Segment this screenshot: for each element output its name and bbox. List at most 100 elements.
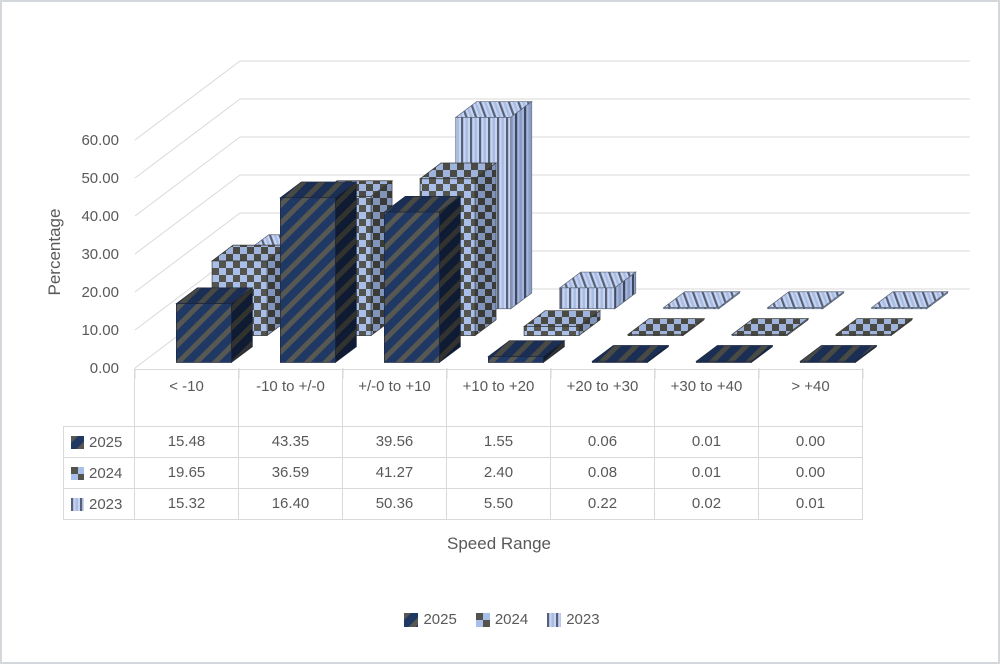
bar-front-face (871, 307, 928, 310)
table-corner-cell (63, 369, 135, 427)
table-value-cell: 5.50 (447, 489, 551, 520)
bar-front-face (176, 303, 232, 363)
table-value-cell: 0.00 (759, 458, 863, 489)
category-label: < -10 (169, 378, 204, 395)
bar-front-face (695, 360, 752, 363)
legend-label: 2025 (423, 611, 457, 628)
y-axis-title: Percentage (45, 208, 64, 296)
table-value-cell: 0.08 (551, 458, 655, 489)
table-value-cell: 2.40 (447, 458, 551, 489)
bars-3d (175, 100, 949, 364)
bar-2025-cat5 (695, 344, 774, 364)
category-label: -10 to +/-0 (256, 378, 325, 395)
table-value-cell: 0.00 (759, 427, 863, 458)
bar-top-face (695, 345, 774, 362)
bar-2023-cat5 (766, 291, 845, 310)
bar-top-face (731, 318, 810, 335)
y-tick-label: 50.00 (81, 170, 119, 187)
y-tick-label: 0.00 (90, 360, 119, 377)
bar-top-face (591, 345, 670, 362)
table-value-cell: 16.40 (239, 489, 343, 520)
series-name-label: 2025 (89, 433, 123, 451)
bar-top-face (627, 318, 706, 335)
bar-front-face (488, 356, 544, 363)
table-row-header-2023: 2023 (63, 489, 135, 520)
series-pattern-swatch (71, 497, 84, 511)
bar-2024-cat6 (835, 317, 914, 337)
legend-item-2024: 2024 (475, 611, 529, 628)
bar-front-face (280, 197, 336, 363)
y-tick-label: 60.00 (81, 132, 119, 149)
category-label: +10 to +20 (462, 378, 535, 395)
table-row-header-2024: 2024 (63, 458, 135, 489)
bar-2025-cat0 (175, 287, 254, 364)
table-value-cell: 39.56 (343, 427, 447, 458)
table-header-cell: +30 to +40 (655, 369, 759, 427)
bar-top-face (766, 291, 845, 308)
table-value-cell: 1.55 (447, 427, 551, 458)
bar-2025-cat3 (487, 340, 566, 364)
bar-front-face (384, 211, 440, 363)
bar-front-face (835, 334, 892, 336)
bar-front-face (559, 287, 616, 310)
series-name-label: 2023 (89, 495, 123, 513)
bar-2024-cat3 (523, 309, 602, 337)
bar-front-face (591, 360, 648, 363)
table-header-cell: +20 to +30 (551, 369, 655, 427)
bar-side-face (510, 100, 533, 310)
table-value-cell: 19.65 (135, 458, 239, 489)
x-axis-title: Speed Range (447, 534, 551, 553)
legend-label: 2024 (494, 611, 529, 628)
table-header-cell: -10 to +/-0 (239, 369, 343, 427)
y-tick-label: 10.00 (81, 322, 119, 339)
gridline-wall (134, 212, 241, 293)
category-label: > +40 (791, 378, 830, 395)
y-axis-tick-labels: 0.00 10.00 20.00 30.00 40.00 50.00 60.00 (81, 132, 119, 377)
series-name-label: 2024 (89, 464, 123, 482)
bar-2025-cat6 (799, 344, 878, 364)
bar-side-face (474, 162, 497, 337)
gridline-wall (134, 174, 241, 255)
series-pattern-swatch (547, 612, 562, 627)
series-pattern-swatch (475, 612, 490, 627)
y-tick-label: 20.00 (81, 284, 119, 301)
table-value-cell: 0.01 (655, 427, 759, 458)
table-value-cell: 0.01 (655, 458, 759, 489)
table-value-cell: 43.35 (239, 427, 343, 458)
table-value-cell: 15.48 (135, 427, 239, 458)
table-value-cell: 0.02 (655, 489, 759, 520)
legend-item-2025: 2025 (404, 611, 457, 628)
bar-2025-cat2 (383, 195, 462, 364)
bar-2024-cat5 (731, 317, 810, 337)
bar-front-face (627, 334, 684, 336)
bar-2023-cat4 (662, 291, 741, 310)
table-value-cell: 36.59 (239, 458, 343, 489)
y-tick-label: 30.00 (81, 246, 119, 263)
gridline-wall (134, 136, 241, 217)
table-value-cell: 50.36 (343, 489, 447, 520)
category-label: +20 to +30 (566, 378, 639, 395)
bar-top-face (835, 318, 914, 335)
bar-2025-cat1 (279, 181, 358, 364)
bar-side-face (335, 181, 357, 364)
table-row-header-2025: 2025 (63, 427, 135, 458)
table-value-cell: 15.32 (135, 489, 239, 520)
legend-item-2023: 2023 (547, 611, 600, 628)
table-header-cell: +10 to +20 (447, 369, 551, 427)
bar-2023-cat3 (558, 271, 637, 310)
bar-side-face (439, 195, 461, 364)
table-value-cell: 41.27 (343, 458, 447, 489)
bar-top-face (870, 291, 949, 308)
table-value-cell: 0.01 (759, 489, 863, 520)
category-label: +/-0 to +10 (358, 378, 431, 395)
bar-front-face (523, 326, 580, 336)
bar-front-face (767, 307, 824, 310)
bar-top-face (662, 291, 741, 308)
bar-2023-cat6 (870, 291, 949, 310)
bar-2025-cat4 (591, 344, 670, 364)
category-label: +30 to +40 (670, 378, 743, 395)
bar-top-face (799, 345, 878, 362)
table-header-cell: > +40 (759, 369, 863, 427)
series-pattern-swatch (404, 612, 419, 627)
